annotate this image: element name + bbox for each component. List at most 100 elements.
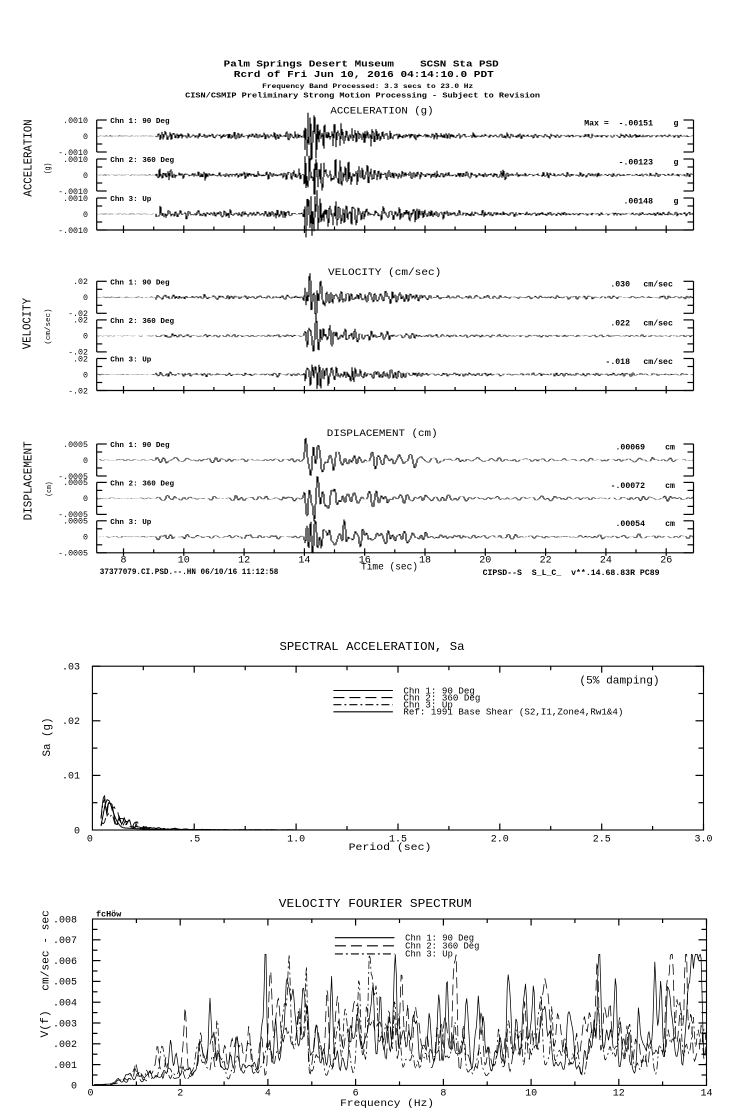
- svg-text:Chn 2: 360 Deg: Chn 2: 360 Deg: [405, 942, 479, 952]
- svg-text:.00054: .00054: [616, 520, 646, 529]
- svg-text:1.5: 1.5: [389, 835, 407, 846]
- svg-text:Palm Springs Desert Museum: Palm Springs Desert Museum SCSN Sta PSD: [224, 59, 499, 70]
- svg-text:.008: .008: [53, 915, 77, 926]
- svg-text:(5% damping): (5% damping): [579, 676, 659, 688]
- svg-text:Chn 2: 360 Deg: Chn 2: 360 Deg: [110, 481, 174, 489]
- svg-text:0: 0: [83, 172, 88, 181]
- svg-text:CISN/CSMIP Preliminary Strong: CISN/CSMIP Preliminary Strong Motion Pro…: [185, 93, 540, 101]
- svg-text:g: g: [674, 158, 679, 167]
- svg-text:0: 0: [87, 1088, 93, 1099]
- svg-text:0: 0: [83, 457, 88, 466]
- svg-text:0: 0: [83, 333, 88, 342]
- svg-text:cm/sec - sec: cm/sec - sec: [41, 910, 53, 991]
- svg-text:-.0005: -.0005: [58, 511, 88, 520]
- svg-text:.02: .02: [73, 278, 88, 287]
- svg-text:DISPLACEMENT: DISPLACEMENT: [21, 441, 35, 520]
- svg-text:DISPLACEMENT (cm): DISPLACEMENT (cm): [327, 428, 438, 440]
- svg-text:Chn 3: Up: Chn 3: Up: [110, 519, 151, 527]
- svg-text:8: 8: [120, 555, 126, 566]
- svg-text:Rcrd of Fri Jun 10, 2016 04:14: Rcrd of Fri Jun 10, 2016 04:14:10.0 PDT: [234, 69, 494, 80]
- svg-text:-.02: -.02: [68, 310, 88, 319]
- svg-text:VELOCITY FOURIER SPECTRUM: VELOCITY FOURIER SPECTRUM: [279, 897, 472, 911]
- svg-text:.005: .005: [53, 978, 77, 989]
- svg-text:0: 0: [74, 826, 80, 837]
- svg-text:2: 2: [177, 1088, 183, 1099]
- svg-text:(cm): (cm): [46, 482, 54, 497]
- svg-text:.02: .02: [62, 717, 80, 728]
- svg-text:Chn 3: Up: Chn 3: Up: [403, 701, 453, 711]
- svg-text:-.0005: -.0005: [58, 473, 88, 482]
- svg-text:Chn 1: 90 Deg: Chn 1: 90 Deg: [403, 686, 475, 696]
- svg-text:cm/sec: cm/sec: [643, 318, 673, 328]
- svg-text:-.0010: -.0010: [58, 188, 88, 197]
- svg-text:SPECTRAL ACCELERATION, Sa: SPECTRAL ACCELERATION, Sa: [280, 640, 465, 654]
- svg-text:Chn 1: 90 Deg: Chn 1: 90 Deg: [110, 118, 170, 126]
- svg-text:0: 0: [83, 211, 88, 220]
- svg-text:Chn 1: 90 Deg: Chn 1: 90 Deg: [110, 280, 170, 288]
- svg-text:Chn 1: 90 Deg: Chn 1: 90 Deg: [110, 442, 170, 450]
- svg-text:(g): (g): [43, 163, 53, 174]
- svg-text:.030: .030: [610, 281, 630, 290]
- svg-text:0: 0: [71, 1082, 77, 1093]
- svg-text:.006: .006: [53, 957, 77, 968]
- svg-text:18: 18: [419, 555, 431, 566]
- svg-text:0: 0: [83, 495, 88, 504]
- svg-text:-.00072: -.00072: [611, 482, 645, 491]
- svg-text:Max = -.00151: Max = -.00151: [584, 119, 653, 128]
- svg-text:Chn 1: 90 Deg: Chn 1: 90 Deg: [405, 934, 474, 944]
- svg-text:VELOCITY (cm/sec): VELOCITY (cm/sec): [328, 267, 441, 279]
- svg-text:V(f): V(f): [40, 1010, 52, 1037]
- svg-text:Chn 3: Up: Chn 3: Up: [110, 196, 151, 204]
- svg-text:Period (sec): Period (sec): [349, 842, 432, 854]
- svg-text:37377079.CI.PSD.--.HN 06/10/16: 37377079.CI.PSD.--.HN 06/10/16 11:12:58: [100, 567, 279, 577]
- svg-text:26: 26: [660, 555, 672, 566]
- svg-text:.00148: .00148: [624, 197, 654, 206]
- svg-text:CIPSD--S S_L_C_ v**.14.68.83: CIPSD--S S_L_C_ v**.14.68.83R PC89: [483, 568, 660, 578]
- svg-text:Chn 2: 360 Deg: Chn 2: 360 Deg: [110, 157, 174, 165]
- svg-text:.001: .001: [53, 1061, 77, 1072]
- svg-text:.0010: .0010: [63, 117, 88, 126]
- svg-text:.004: .004: [53, 999, 77, 1010]
- svg-text:.02: .02: [73, 355, 88, 364]
- svg-text:-.00123: -.00123: [619, 158, 653, 167]
- svg-text:.5: .5: [188, 835, 200, 846]
- svg-text:6: 6: [353, 1088, 359, 1099]
- svg-text:.01: .01: [62, 772, 80, 783]
- svg-text:12: 12: [613, 1088, 625, 1099]
- svg-text:.0005: .0005: [63, 441, 88, 450]
- svg-text:.02: .02: [73, 317, 88, 326]
- svg-text:14: 14: [298, 555, 310, 566]
- svg-text:Chn 2: 360 Deg: Chn 2: 360 Deg: [403, 693, 480, 703]
- svg-text:.03: .03: [62, 663, 80, 674]
- svg-text:cm/sec: cm/sec: [643, 357, 673, 367]
- svg-text:14: 14: [700, 1088, 712, 1099]
- svg-text:Frequency (Hz): Frequency (Hz): [340, 1098, 434, 1110]
- svg-text:0: 0: [83, 534, 88, 543]
- svg-text:Frequency Band Processed: 3.3: Frequency Band Processed: 3.3 secs to 23…: [262, 83, 473, 91]
- svg-text:.007: .007: [53, 936, 77, 947]
- svg-text:2.0: 2.0: [491, 835, 509, 846]
- svg-text:Time (sec): Time (sec): [361, 562, 418, 574]
- svg-text:.0010: .0010: [63, 156, 88, 165]
- svg-text:fcHöw: fcHöw: [96, 909, 122, 919]
- svg-text:cm: cm: [665, 443, 675, 452]
- svg-text:0: 0: [87, 835, 93, 846]
- svg-text:24: 24: [600, 555, 612, 566]
- svg-text:10: 10: [178, 555, 190, 566]
- svg-text:-.02: -.02: [68, 349, 88, 358]
- svg-text:ACCELERATION: ACCELERATION: [21, 119, 35, 196]
- svg-text:Chn 3: Up: Chn 3: Up: [110, 357, 151, 365]
- svg-text:-.0010: -.0010: [58, 149, 88, 158]
- svg-text:VELOCITY: VELOCITY: [21, 298, 35, 349]
- svg-text:-.02: -.02: [68, 387, 88, 396]
- svg-text:16: 16: [359, 555, 371, 566]
- svg-text:cm: cm: [665, 520, 675, 529]
- svg-text:0: 0: [83, 294, 88, 303]
- svg-text:0: 0: [83, 133, 88, 142]
- svg-text:1.0: 1.0: [287, 835, 305, 846]
- svg-text:.0010: .0010: [63, 195, 88, 204]
- svg-text:.002: .002: [53, 1040, 77, 1051]
- svg-text:g: g: [674, 197, 679, 206]
- svg-text:Sa (g): Sa (g): [42, 718, 54, 757]
- svg-text:10: 10: [525, 1088, 537, 1099]
